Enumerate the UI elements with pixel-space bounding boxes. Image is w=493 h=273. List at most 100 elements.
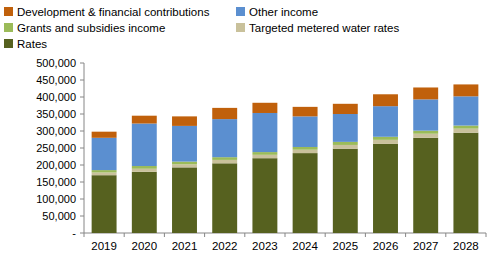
y-tick	[80, 131, 84, 132]
bar-segment	[212, 157, 237, 160]
x-tick-label: 2023	[252, 240, 278, 252]
x-tick	[405, 233, 406, 237]
chart-container: - 50,000 100,000 150,000 200,000 250,000 300,0…	[0, 0, 493, 273]
bar-segment	[413, 99, 438, 130]
y-tick-label: -	[72, 227, 76, 239]
x-tick-label: 2027	[413, 240, 439, 252]
bar-segment	[172, 167, 197, 233]
bar-segment	[172, 162, 197, 165]
x-tick-label: 2024	[292, 240, 318, 252]
bar-segment	[172, 116, 197, 126]
bar-segment	[92, 175, 117, 233]
x-tick-label: 2020	[132, 240, 158, 252]
bar-segment	[252, 152, 277, 155]
y-tick	[80, 80, 84, 81]
bar-segment	[172, 164, 197, 167]
bar-segment	[252, 158, 277, 233]
y-tick	[80, 114, 84, 115]
legend-label: Rates	[17, 38, 47, 50]
legend-swatch	[236, 7, 245, 16]
y-tick	[80, 148, 84, 149]
x-tick-label: 2028	[453, 240, 479, 252]
x-tick	[164, 233, 165, 237]
legend-label: Development & financial contributions	[17, 6, 210, 18]
bar-segment	[453, 126, 478, 129]
bar-segment	[293, 147, 318, 150]
legend-label: Targeted metered water rates	[249, 22, 399, 34]
bar-segment	[373, 106, 398, 137]
bar-segment	[212, 163, 237, 233]
y-tick-label: 450,000	[36, 74, 76, 86]
bar-segment	[293, 116, 318, 147]
y-tick-label: 200,000	[36, 159, 76, 171]
bars	[92, 84, 479, 233]
y-tick	[80, 97, 84, 98]
bar-segment	[333, 142, 358, 145]
y-tick-label: 250,000	[36, 142, 76, 154]
x-tick	[84, 233, 85, 237]
bar-segment	[92, 138, 117, 170]
bar-segment	[252, 103, 277, 113]
bar-segment	[413, 87, 438, 99]
bar-segment	[212, 119, 237, 157]
bar-segment	[252, 155, 277, 158]
x-tick	[445, 233, 446, 237]
bar-segment	[212, 108, 237, 119]
y-tick	[80, 233, 84, 234]
legend-swatch	[4, 23, 13, 32]
bar-segment	[92, 132, 117, 138]
y-tick-label: 150,000	[36, 176, 76, 188]
y-tick	[80, 216, 84, 217]
bar-segment	[132, 124, 157, 166]
bar-segment	[373, 144, 398, 233]
bar-segment	[252, 113, 277, 152]
bar-segment	[293, 153, 318, 233]
chart-svg: - 50,000 100,000 150,000 200,000 250,000 300,0…	[0, 0, 493, 273]
legend-label: Other income	[249, 6, 318, 18]
bar-segment	[333, 145, 358, 149]
y-tick	[80, 182, 84, 183]
x-tick	[325, 233, 326, 237]
y-tick-label: 400,000	[36, 91, 76, 103]
bar-segment	[453, 129, 478, 133]
y-tick-label: 100,000	[36, 193, 76, 205]
bar-segment	[132, 169, 157, 172]
legend-swatch	[236, 23, 245, 32]
bar-segment	[293, 150, 318, 153]
bar-segment	[212, 160, 237, 163]
bar-segment	[453, 133, 478, 233]
bar-segment	[132, 172, 157, 233]
y-tick	[80, 199, 84, 200]
x-tick-label: 2022	[212, 240, 238, 252]
bar-segment	[132, 116, 157, 124]
x-tick-label: 2021	[172, 240, 198, 252]
x-tick	[204, 233, 205, 237]
x-tick	[124, 233, 125, 237]
y-tick-label: 50,000	[42, 210, 76, 222]
x-tick-label: 2019	[91, 240, 117, 252]
bar-segment	[92, 170, 117, 172]
bar-segment	[172, 126, 197, 162]
legend-swatch	[4, 39, 13, 48]
bar-segment	[132, 166, 157, 169]
y-tick-label: 300,000	[36, 125, 76, 137]
y-tick-label: 350,000	[36, 108, 76, 120]
legend-label: Grants and subsidies income	[17, 22, 165, 34]
bar-segment	[333, 149, 358, 233]
bar-segment	[413, 134, 438, 138]
x-tick	[285, 233, 286, 237]
y-tick-label: 500,000	[36, 57, 76, 69]
legend-swatch	[4, 7, 13, 16]
bar-segment	[413, 131, 438, 134]
bar-segment	[333, 114, 358, 142]
bar-segment	[373, 137, 398, 140]
x-tick	[244, 233, 245, 237]
bar-segment	[92, 172, 117, 175]
x-tick	[365, 233, 366, 237]
x-tick-label: 2026	[373, 240, 399, 252]
bar-segment	[373, 94, 398, 106]
bar-segment	[453, 84, 478, 96]
bar-segment	[333, 104, 358, 114]
x-tick	[486, 233, 487, 237]
bar-segment	[453, 96, 478, 125]
